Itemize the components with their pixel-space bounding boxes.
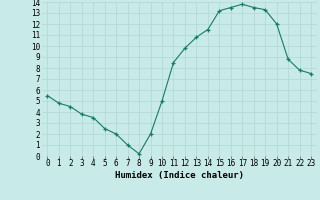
X-axis label: Humidex (Indice chaleur): Humidex (Indice chaleur) — [115, 171, 244, 180]
